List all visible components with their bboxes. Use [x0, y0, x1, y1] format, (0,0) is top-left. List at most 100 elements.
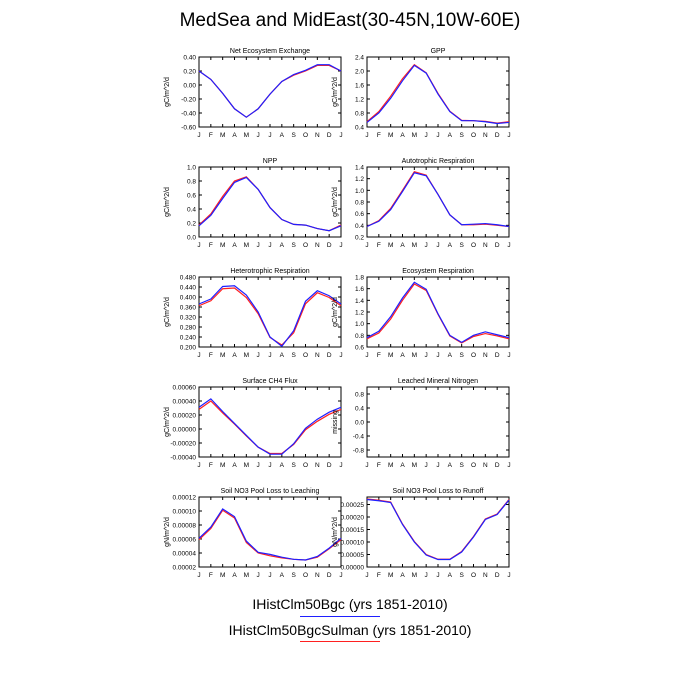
x-tick-label-1-10: N	[483, 132, 488, 139]
panel-title-2: NPP	[263, 158, 278, 165]
x-tick-label-0-1: F	[209, 132, 213, 139]
x-tick-label-6-6: J	[268, 462, 271, 469]
plot-frame-5	[366, 276, 510, 348]
series-line-3-1	[366, 172, 510, 228]
x-tick-label-4-4: M	[244, 352, 249, 359]
x-tick-label-1-1: F	[377, 132, 381, 139]
y-tick-label-4-0: 0.480	[180, 275, 197, 282]
series-line-5-1	[366, 281, 510, 344]
y-axis-label-9: gN/m^2/d	[332, 517, 339, 547]
x-tick-label-3-12: J	[507, 242, 510, 249]
x-tick-label-4-3: A	[232, 352, 237, 359]
x-tick-label-2-6: J	[268, 242, 271, 249]
x-tick-label-4-1: F	[209, 352, 213, 359]
x-tick-label-8-7: A	[280, 572, 285, 579]
panel-title-0: Net Ecosystem Exchange	[230, 48, 310, 55]
y-tick-label-9-1: 0.00020	[341, 515, 365, 522]
x-tick-label-5-0: J	[365, 352, 368, 359]
x-tick-label-7-4: M	[412, 462, 417, 469]
y-tick-label-7-4: -0.8	[353, 448, 365, 455]
series-line-8-1	[198, 508, 342, 561]
x-tick-label-1-5: J	[425, 132, 428, 139]
y-tick-label-8-5: 0.00002	[173, 565, 197, 572]
y-tick-label-5-5: 0.8	[355, 333, 364, 340]
y-tick-label-6-4: -0.00020	[170, 441, 196, 448]
y-axis-label-1: gC/m^2/d	[332, 77, 339, 107]
y-tick-label-7-3: -0.4	[353, 434, 365, 441]
x-tick-label-9-11: D	[495, 572, 500, 579]
panel-title-9: Soil NO3 Pool Loss to Runoff	[393, 488, 484, 495]
y-tick-label-5-6: 0.6	[355, 345, 364, 352]
y-tick-label-3-4: 0.6	[355, 211, 364, 218]
x-tick-label-9-5: J	[425, 572, 428, 579]
y-tick-label-1-3: 1.2	[355, 97, 364, 104]
y-tick-label-8-3: 0.00006	[173, 537, 197, 544]
x-tick-label-9-0: J	[365, 572, 368, 579]
x-tick-label-0-6: J	[268, 132, 271, 139]
figure-title: MedSea and MidEast(30-45N,10W-60E)	[179, 10, 521, 31]
y-tick-label-3-2: 1.0	[355, 188, 364, 195]
x-tick-label-9-4: M	[412, 572, 417, 579]
x-tick-label-0-11: D	[327, 132, 332, 139]
x-tick-label-7-0: J	[365, 462, 368, 469]
plot-frame-3	[366, 166, 510, 238]
x-tick-label-7-5: J	[425, 462, 428, 469]
y-tick-label-9-2: 0.00015	[341, 527, 365, 534]
y-tick-label-8-4: 0.00004	[173, 551, 197, 558]
plot-frame-1	[366, 56, 510, 128]
plot-frame-6	[198, 386, 342, 458]
x-tick-label-6-3: A	[232, 462, 237, 469]
x-tick-label-7-8: S	[459, 462, 464, 469]
y-tick-label-9-0: 0.00025	[341, 502, 365, 509]
y-tick-label-6-5: -0.00040	[170, 455, 196, 462]
x-tick-label-3-0: J	[365, 242, 368, 249]
x-tick-label-8-11: D	[327, 572, 332, 579]
x-tick-label-6-10: N	[315, 462, 320, 469]
x-tick-label-0-5: J	[257, 132, 260, 139]
y-tick-label-1-1: 2.0	[355, 69, 364, 76]
legend-swatch-2	[300, 641, 380, 642]
panel-title-1: GPP	[431, 48, 446, 55]
series-line-8-0	[198, 509, 342, 561]
x-tick-label-0-10: N	[315, 132, 320, 139]
x-tick-label-8-3: A	[232, 572, 237, 579]
x-tick-label-1-7: A	[448, 132, 453, 139]
x-tick-label-1-4: M	[412, 132, 417, 139]
series-line-2-0	[198, 176, 342, 232]
y-tick-label-0-1: 0.20	[183, 69, 196, 76]
x-tick-label-4-12: J	[339, 352, 342, 359]
x-tick-label-2-1: F	[209, 242, 213, 249]
y-tick-label-1-5: 0.4	[355, 125, 364, 132]
y-tick-label-9-4: 0.00005	[341, 552, 365, 559]
x-tick-label-6-2: M	[220, 462, 225, 469]
y-tick-label-2-5: 0.0	[187, 235, 196, 242]
panel-title-3: Autotrophic Respiration	[402, 158, 475, 165]
y-tick-label-3-3: 0.8	[355, 200, 364, 207]
y-tick-label-9-3: 0.00010	[341, 540, 365, 547]
y-tick-label-1-2: 1.6	[355, 83, 364, 90]
x-tick-label-3-4: M	[412, 242, 417, 249]
x-tick-label-0-7: A	[280, 132, 285, 139]
x-tick-label-1-9: O	[471, 132, 476, 139]
x-tick-label-4-0: J	[197, 352, 200, 359]
series-line-6-1	[198, 398, 342, 455]
x-tick-label-8-10: N	[315, 572, 320, 579]
x-tick-label-5-12: J	[507, 352, 510, 359]
panel-title-8: Soil NO3 Pool Loss to Leaching	[221, 488, 320, 495]
y-axis-label-4: gC/m^2/d	[164, 297, 171, 327]
y-tick-label-9-5: 0.00000	[341, 565, 365, 572]
legend-label-1: IHistClm50Bgc (yrs 1851-2010)	[252, 596, 448, 612]
x-tick-label-0-0: J	[197, 132, 200, 139]
y-axis-label-3: gC/m^2/d	[332, 187, 339, 217]
x-tick-label-2-7: A	[280, 242, 285, 249]
x-tick-label-0-2: M	[220, 132, 225, 139]
x-tick-label-7-9: O	[471, 462, 476, 469]
series-line-6-0	[198, 400, 342, 455]
y-tick-label-0-5: -0.60	[181, 125, 196, 132]
series-line-4-1	[198, 285, 342, 348]
y-tick-label-8-0: 0.00012	[173, 495, 197, 502]
y-tick-label-4-5: 0.280	[180, 325, 197, 332]
x-tick-label-3-6: J	[436, 242, 439, 249]
x-tick-label-5-3: A	[400, 352, 405, 359]
